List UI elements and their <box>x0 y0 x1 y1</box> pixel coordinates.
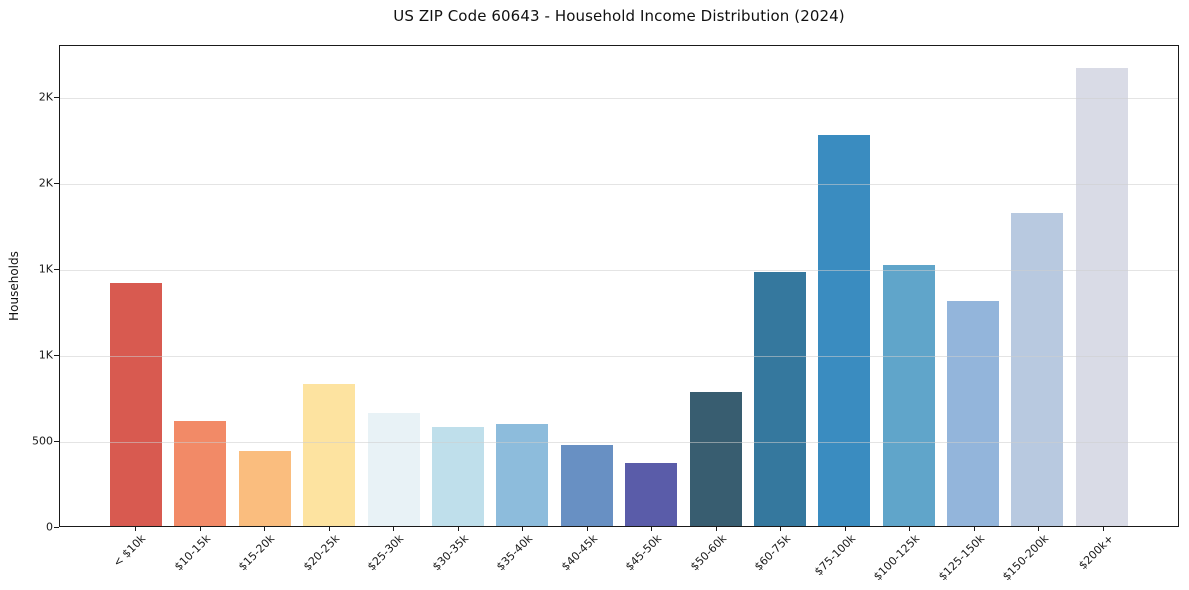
bar-$35-40k <box>496 424 549 526</box>
bar-$45-50k <box>625 462 678 526</box>
bar-$60-75k <box>753 272 806 526</box>
x-tick-mark <box>973 527 975 531</box>
x-tick-mark <box>651 527 653 531</box>
chart-title: US ZIP Code 60643 - Household Income Dis… <box>393 7 845 25</box>
bar-$200k+ <box>1075 68 1128 526</box>
x-tick-mark <box>780 527 782 531</box>
y-tick-label: 2K <box>38 90 53 104</box>
y-tick-label: 0 <box>46 520 53 534</box>
x-tick-mark <box>1103 527 1104 531</box>
x-tick-mark <box>1038 527 1040 531</box>
x-tick-mark <box>586 527 588 531</box>
bar-$125-150k <box>947 301 1000 526</box>
x-tick-mark <box>264 527 266 531</box>
y-tick-mark <box>54 440 59 442</box>
x-tick-label: < $10k <box>110 532 149 570</box>
gridline <box>60 441 1178 443</box>
bar-$40-45k <box>560 445 613 526</box>
gridline <box>60 97 1178 99</box>
y-tick-mark <box>54 527 59 528</box>
y-tick-label: 1K <box>38 348 53 362</box>
bar-$75-100k <box>818 135 871 526</box>
y-tick-mark <box>54 96 59 98</box>
x-tick-mark <box>328 527 330 531</box>
bar-$30-35k <box>431 427 484 526</box>
x-tick-mark <box>522 527 524 531</box>
bar-$150-200k <box>1011 213 1064 526</box>
x-tick-mark <box>199 527 201 531</box>
x-tick-mark <box>135 527 136 531</box>
gridline <box>60 183 1178 185</box>
bar-$20-25k <box>303 383 356 526</box>
y-tick-mark <box>54 182 59 184</box>
bar-$15-20k <box>238 450 291 526</box>
bar-< $10k <box>110 283 162 526</box>
y-tick-label: 1K <box>38 262 53 276</box>
bar-$100-125k <box>882 265 935 526</box>
x-tick-mark <box>909 527 911 531</box>
y-tick-mark <box>54 354 59 356</box>
x-tick-mark <box>393 527 395 531</box>
bar-$50-60k <box>689 392 742 526</box>
x-tick-mark <box>457 527 459 531</box>
bars-container <box>60 46 1178 526</box>
x-tick-mark <box>715 527 717 531</box>
y-tick-label: 500 <box>32 434 53 448</box>
bar-$25-30k <box>367 412 420 526</box>
gridline <box>60 355 1178 357</box>
x-tick-mark <box>844 527 846 531</box>
bar-$10-15k <box>174 421 227 526</box>
y-tick-label: 2K <box>38 176 53 190</box>
y-tick-mark <box>54 268 59 270</box>
plot-area <box>59 45 1179 527</box>
gridline <box>60 269 1178 271</box>
